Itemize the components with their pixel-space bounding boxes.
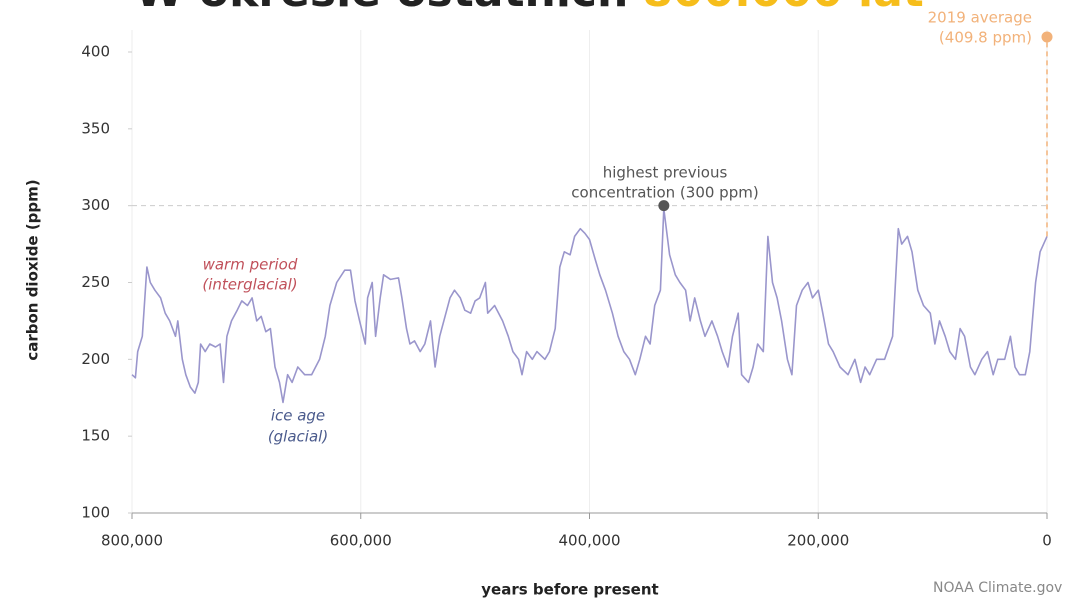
y-tick-label: 300 — [81, 196, 110, 214]
source: NOAA Climate.gov — [933, 580, 1062, 596]
x-tick-label: 800,000 — [101, 532, 163, 550]
x-tick-label: 0 — [1042, 532, 1052, 550]
y-tick-label: 400 — [81, 43, 110, 61]
data-line — [131, 207, 1048, 404]
annotation-text: (glacial) — [268, 428, 328, 446]
y-tick-label: 250 — [81, 273, 110, 291]
annotation-warm: warm period (interglacial) — [202, 256, 298, 294]
title-highlight: 800.000 lat — [642, 0, 924, 17]
highlight-text: 2019 average — [928, 9, 1032, 27]
title-text: W okresie ostatnich — [135, 0, 628, 17]
y-tick-label: 200 — [81, 350, 110, 368]
x-tick-label: 600,000 — [330, 532, 392, 550]
y-axis-label: carbon dioxide (ppm) — [24, 179, 42, 360]
x-axis-label: years before present — [481, 581, 658, 599]
annotation-text: (interglacial) — [202, 276, 297, 294]
highlight-point — [1041, 31, 1053, 43]
y-tick-label: 150 — [81, 427, 110, 445]
highlight-text: (409.8 ppm) — [939, 29, 1032, 47]
annotation-text: ice age — [271, 407, 325, 425]
highlight-point — [658, 200, 670, 212]
annotation-ice: ice age (glacial) — [268, 407, 328, 446]
y-tick-label: 100 — [81, 504, 110, 522]
x-tick-label: 200,000 — [787, 532, 849, 550]
x-tick-label: 400,000 — [558, 532, 620, 550]
annotation-text: warm period — [203, 256, 298, 274]
chart-title: W okresie ostatnich 800.000 lat — [135, 0, 924, 17]
y-tick-label: 350 — [81, 119, 110, 137]
highlight-text: highest previous — [603, 164, 728, 182]
highlight-text: concentration (300 ppm) — [571, 184, 758, 202]
